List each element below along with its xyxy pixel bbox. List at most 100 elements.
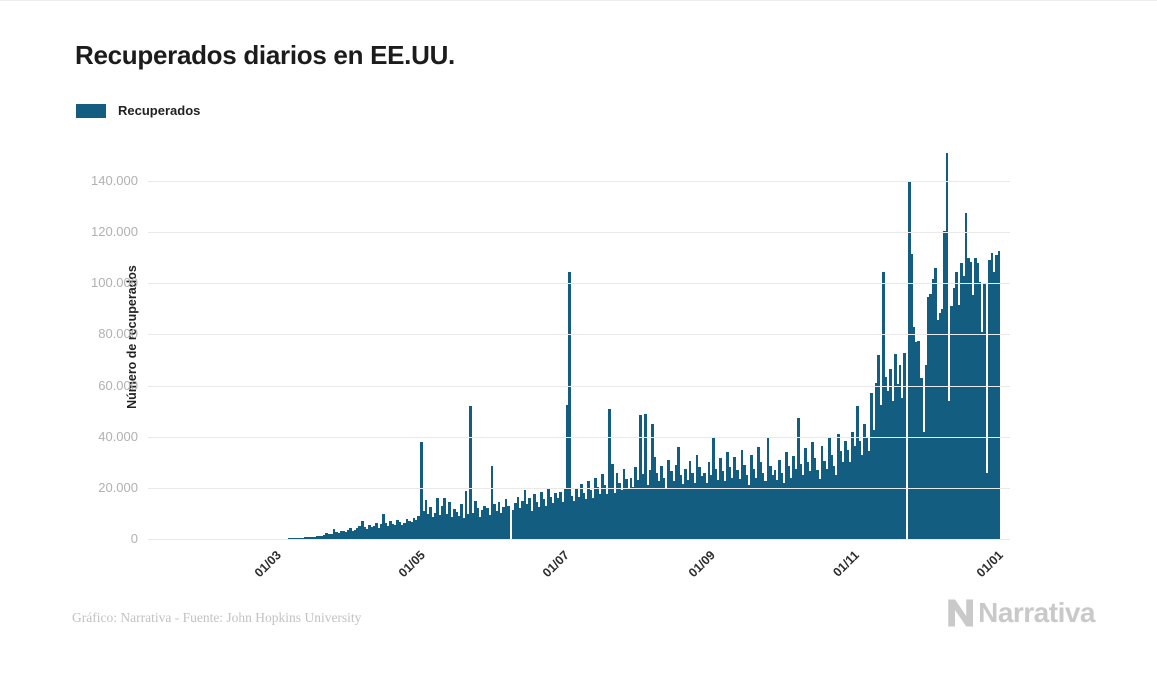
bar bbox=[839, 450, 843, 539]
bar bbox=[372, 526, 376, 539]
bar bbox=[533, 494, 536, 539]
bar bbox=[452, 509, 456, 539]
bar bbox=[483, 505, 487, 539]
bar bbox=[832, 466, 836, 539]
bar bbox=[646, 485, 649, 539]
bar bbox=[889, 368, 892, 539]
bar bbox=[313, 536, 317, 539]
bar bbox=[924, 365, 928, 539]
bar bbox=[419, 441, 423, 539]
bar bbox=[599, 494, 602, 539]
bar bbox=[377, 527, 381, 539]
bar bbox=[353, 529, 357, 539]
bar bbox=[441, 506, 444, 539]
bar bbox=[919, 377, 923, 539]
bar bbox=[900, 398, 904, 539]
bar bbox=[603, 485, 607, 539]
bar bbox=[915, 342, 918, 539]
bar bbox=[521, 500, 524, 539]
bar bbox=[681, 484, 685, 539]
bar bbox=[667, 459, 671, 539]
y-tick-label: 20.000 bbox=[98, 479, 138, 495]
bar bbox=[570, 495, 574, 539]
bar bbox=[346, 530, 350, 539]
bar bbox=[912, 326, 916, 539]
bar bbox=[693, 482, 697, 539]
x-tick-label: 01/11 bbox=[830, 548, 862, 580]
bar bbox=[591, 498, 595, 539]
bar bbox=[773, 469, 777, 539]
bar bbox=[504, 499, 508, 539]
bar bbox=[412, 518, 416, 539]
bar bbox=[356, 527, 359, 539]
gridline bbox=[148, 539, 1010, 540]
bar bbox=[804, 448, 807, 539]
bar bbox=[950, 306, 954, 539]
bar bbox=[702, 472, 706, 539]
bar bbox=[415, 520, 418, 539]
bar bbox=[726, 452, 730, 539]
bar bbox=[997, 251, 1001, 539]
bar bbox=[877, 355, 881, 539]
bar bbox=[410, 522, 414, 539]
bar bbox=[884, 376, 888, 539]
bar bbox=[700, 476, 704, 539]
bar bbox=[896, 384, 899, 539]
bar bbox=[988, 260, 991, 539]
bar bbox=[334, 532, 338, 539]
y-tick-label: 100.000 bbox=[91, 275, 138, 291]
bar bbox=[688, 461, 692, 539]
bar bbox=[966, 257, 970, 539]
gridline bbox=[148, 283, 1010, 285]
bar bbox=[818, 478, 822, 539]
bar bbox=[577, 496, 581, 539]
bar bbox=[459, 504, 463, 539]
bar bbox=[785, 452, 789, 539]
bar bbox=[698, 467, 701, 539]
bar bbox=[754, 477, 758, 539]
bar bbox=[629, 477, 633, 539]
bar bbox=[627, 487, 631, 539]
bar bbox=[875, 383, 878, 539]
bar bbox=[514, 503, 517, 539]
bar bbox=[745, 475, 748, 539]
bar bbox=[856, 406, 859, 539]
bar bbox=[962, 275, 965, 539]
bar bbox=[341, 530, 345, 539]
bar bbox=[922, 431, 925, 539]
bar bbox=[641, 473, 645, 539]
bar bbox=[403, 523, 406, 539]
bar bbox=[820, 445, 824, 539]
bar bbox=[429, 507, 432, 539]
gridline bbox=[148, 181, 1010, 182]
bar bbox=[530, 510, 534, 539]
x-tick-label: 01/01 bbox=[973, 548, 1006, 581]
legend-swatch bbox=[76, 103, 106, 118]
bar bbox=[787, 466, 791, 539]
bar bbox=[995, 255, 998, 539]
bar bbox=[299, 537, 303, 539]
bar bbox=[367, 524, 371, 539]
bar bbox=[941, 308, 944, 539]
bar bbox=[363, 526, 366, 539]
bar bbox=[558, 491, 562, 539]
bar bbox=[438, 515, 442, 539]
bar bbox=[761, 472, 765, 539]
bar bbox=[952, 288, 956, 539]
bar bbox=[926, 297, 930, 539]
bar bbox=[422, 510, 425, 539]
bar bbox=[844, 440, 848, 539]
bar bbox=[365, 528, 369, 539]
y-tick-label: 80.000 bbox=[98, 326, 138, 342]
bar bbox=[846, 449, 850, 539]
bar bbox=[450, 517, 454, 539]
bar bbox=[587, 481, 590, 539]
bar bbox=[801, 475, 805, 539]
plot-area: 0 20.000 40.000 60.000 80.000 100.000 120.000 1… bbox=[91, 150, 1010, 580]
bar bbox=[610, 463, 614, 539]
bar bbox=[662, 477, 666, 539]
bar bbox=[660, 466, 664, 539]
bar bbox=[853, 445, 857, 539]
bar bbox=[978, 282, 982, 539]
bar bbox=[955, 271, 958, 539]
